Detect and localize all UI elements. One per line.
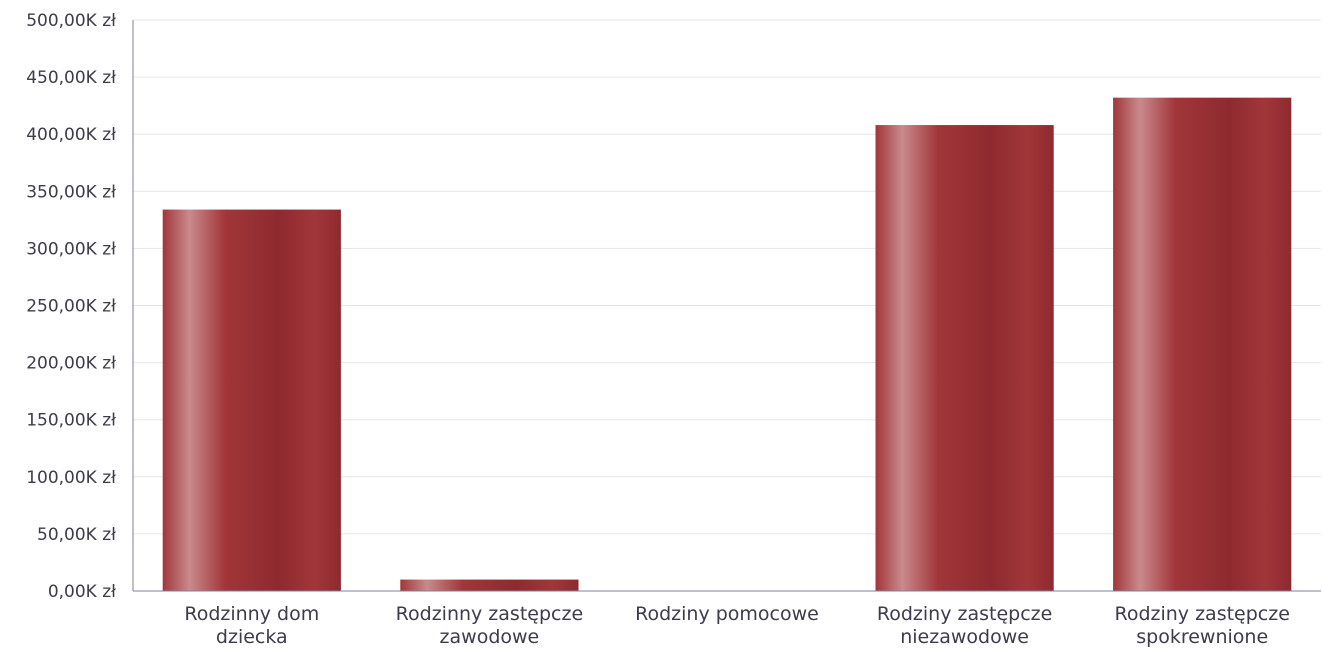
bar[interactable] bbox=[875, 125, 1054, 592]
x-category-label: Rodziny zastępcze spokrewnione bbox=[1114, 603, 1289, 648]
x-category-label: Rodziny zastępcze niezawodowe bbox=[877, 603, 1052, 648]
y-tick-label: 100,00K zł bbox=[26, 468, 116, 488]
y-tick-label: 400,00K zł bbox=[26, 125, 116, 145]
bar[interactable] bbox=[162, 209, 341, 591]
y-tick-label: 150,00K zł bbox=[26, 411, 116, 431]
y-axis-tick-labels: 0,00K zł 50,00K zł 100,00K zł 150,00K zł 200… bbox=[26, 11, 116, 602]
x-category-label: Rodzinny dom dziecka bbox=[184, 603, 319, 648]
y-tick-label: 350,00K zł bbox=[26, 182, 116, 202]
x-category-label: Rodzinny zastępcze zawodowe bbox=[396, 603, 583, 648]
bar[interactable] bbox=[400, 579, 579, 591]
y-tick-label: 200,00K zł bbox=[26, 354, 116, 374]
y-tick-label: 250,00K zł bbox=[26, 297, 116, 317]
y-tick-label: 450,00K zł bbox=[26, 68, 116, 88]
y-tick-label: 300,00K zł bbox=[26, 239, 116, 259]
y-tick-label: 500,00K zł bbox=[26, 11, 116, 31]
y-tick-label: 0,00K zł bbox=[48, 582, 116, 602]
axes bbox=[132, 20, 1321, 592]
bars bbox=[162, 97, 1292, 592]
bar[interactable] bbox=[1113, 97, 1292, 591]
x-axis-category-labels: Rodzinny dom dziecka Rodzinny zastępcze zaw… bbox=[184, 603, 1290, 648]
y-tick-label: 50,00K zł bbox=[37, 525, 116, 545]
x-category-label: Rodziny pomocowe bbox=[635, 603, 819, 625]
